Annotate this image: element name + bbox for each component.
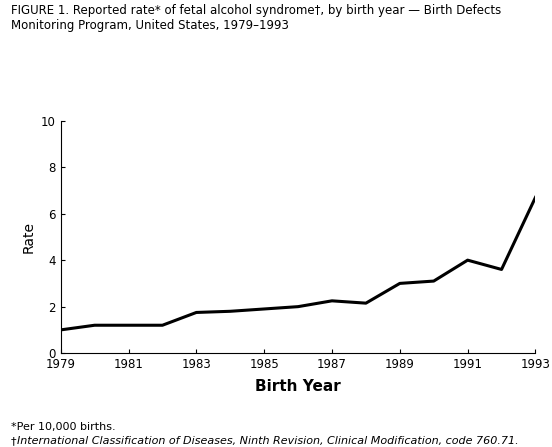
Text: *Per 10,000 births.: *Per 10,000 births. xyxy=(11,422,116,432)
Text: International Classification of Diseases, Ninth Revision, Clinical Modification,: International Classification of Diseases… xyxy=(17,436,518,446)
Text: Birth Year: Birth Year xyxy=(255,379,341,394)
Text: FIGURE 1. Reported rate* of fetal alcohol syndrome†, by birth year — Birth Defec: FIGURE 1. Reported rate* of fetal alcoho… xyxy=(11,4,501,33)
Text: †: † xyxy=(11,436,17,446)
Y-axis label: Rate: Rate xyxy=(22,221,35,253)
